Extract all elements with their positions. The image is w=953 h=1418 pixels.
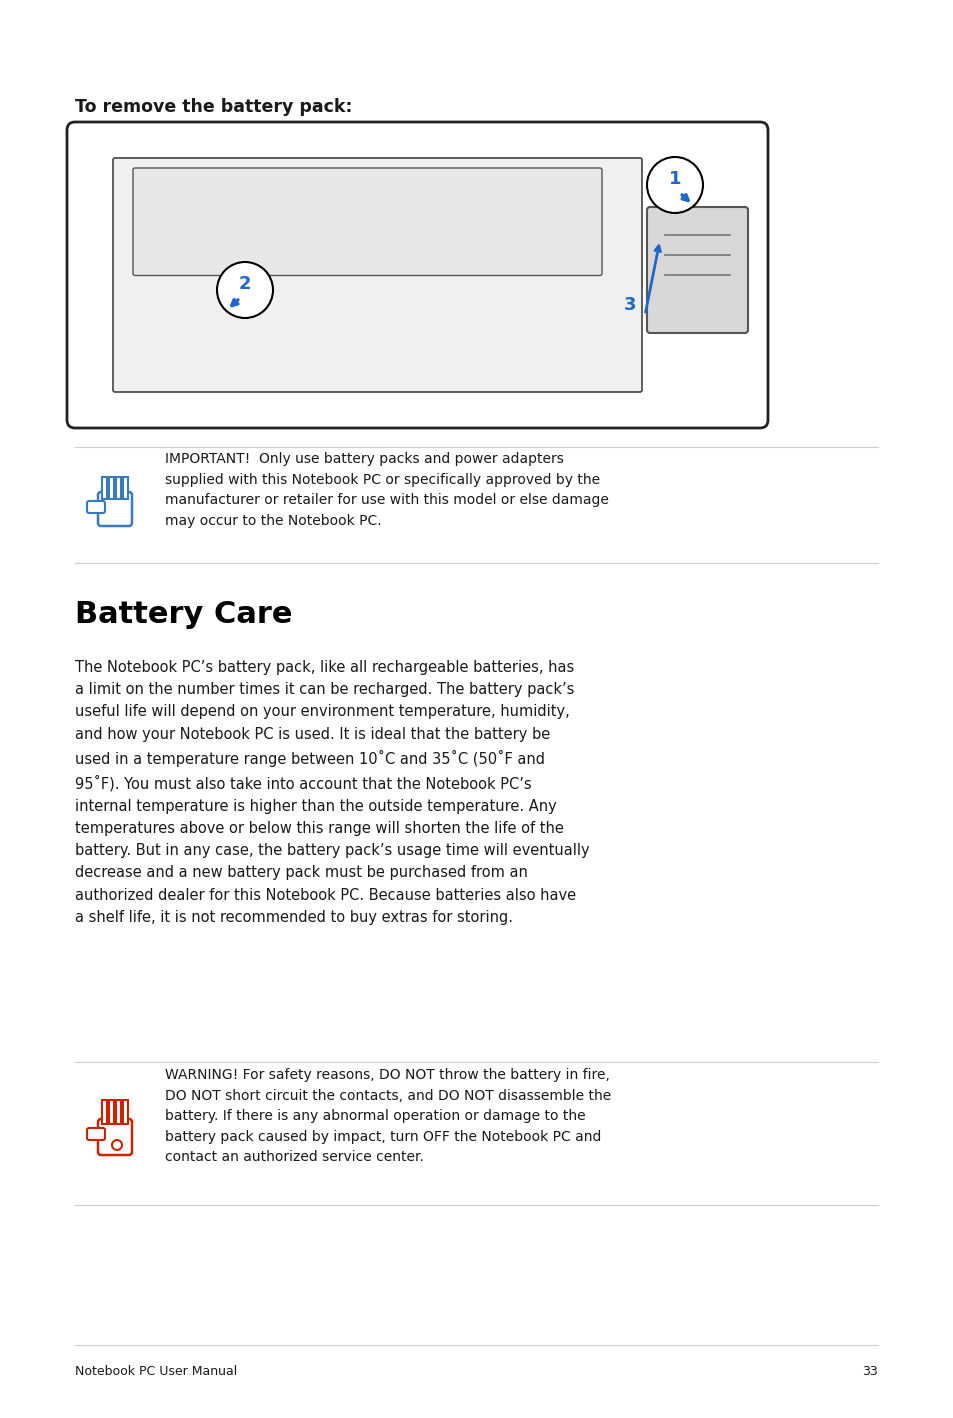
FancyBboxPatch shape <box>98 1119 132 1156</box>
Text: The Notebook PC’s battery pack, like all rechargeable batteries, has
a limit on : The Notebook PC’s battery pack, like all… <box>75 659 589 925</box>
FancyBboxPatch shape <box>98 492 132 526</box>
Text: IMPORTANT!  Only use battery packs and power adapters
supplied with this Noteboo: IMPORTANT! Only use battery packs and po… <box>165 452 608 527</box>
Bar <box>116 476 121 499</box>
Bar <box>123 1100 128 1124</box>
FancyBboxPatch shape <box>67 122 767 428</box>
Text: 33: 33 <box>862 1366 877 1378</box>
Bar <box>102 1100 107 1124</box>
FancyBboxPatch shape <box>132 167 601 275</box>
Bar <box>102 476 107 499</box>
Text: 3: 3 <box>623 296 636 313</box>
FancyBboxPatch shape <box>646 207 747 333</box>
Bar <box>123 476 128 499</box>
Bar <box>109 476 113 499</box>
Bar <box>109 1100 113 1124</box>
Text: WARNING! For safety reasons, DO NOT throw the battery in fire,
DO NOT short circ: WARNING! For safety reasons, DO NOT thro… <box>165 1068 611 1164</box>
Circle shape <box>112 1140 122 1150</box>
FancyBboxPatch shape <box>112 157 641 391</box>
Circle shape <box>216 262 273 318</box>
Text: 2: 2 <box>238 275 251 294</box>
Text: Battery Care: Battery Care <box>75 600 293 630</box>
Circle shape <box>646 157 702 213</box>
FancyBboxPatch shape <box>87 501 105 513</box>
Text: 1: 1 <box>668 170 680 189</box>
FancyBboxPatch shape <box>87 1127 105 1140</box>
Text: Notebook PC User Manual: Notebook PC User Manual <box>75 1366 237 1378</box>
Bar <box>116 1100 121 1124</box>
Text: To remove the battery pack:: To remove the battery pack: <box>75 98 352 116</box>
